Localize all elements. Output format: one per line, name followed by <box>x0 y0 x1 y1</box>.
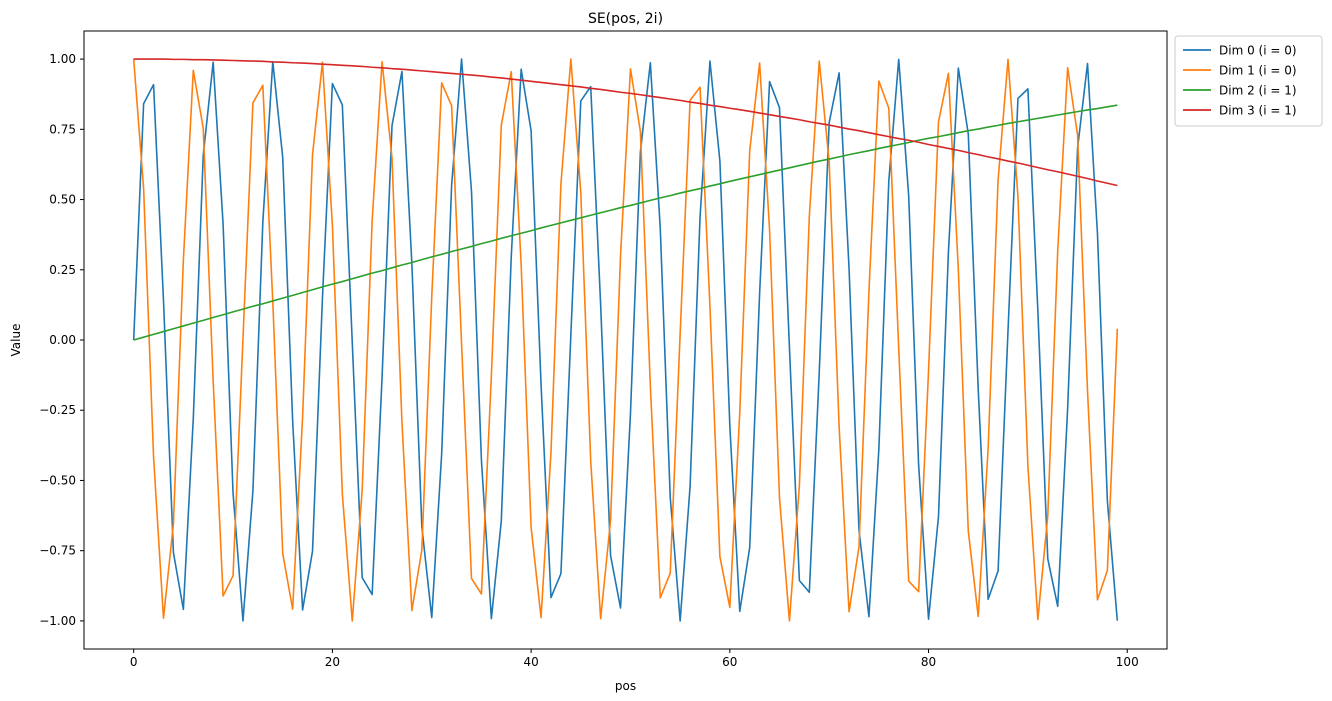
legend-label-2: Dim 2 (i = 1) <box>1219 84 1297 98</box>
y-tick-label: 0.50 <box>49 193 76 207</box>
y-tick-label: −1.00 <box>39 614 76 628</box>
x-tick-label: 40 <box>523 655 538 669</box>
series-line-2 <box>133 104 1118 341</box>
legend-frame <box>1174 35 1323 127</box>
series-line-3 <box>133 58 1118 187</box>
x-tick-label: 100 <box>1116 655 1139 669</box>
y-tick-label: 0.00 <box>49 333 76 347</box>
x-tick-label: 0 <box>130 655 138 669</box>
series-layer <box>132 58 1119 622</box>
chart-title: SE(pos, 2i) <box>588 11 663 27</box>
x-tick-label: 60 <box>722 655 737 669</box>
x-tick-label: 20 <box>325 655 340 669</box>
y-tick-label: 1.00 <box>49 52 76 66</box>
legend-label-0: Dim 0 (i = 0) <box>1219 44 1297 58</box>
y-tick-label: −0.25 <box>39 403 76 417</box>
y-tick-label: −0.75 <box>39 544 76 558</box>
legend-label-3: Dim 3 (i = 1) <box>1219 104 1297 118</box>
legend-label-1: Dim 1 (i = 0) <box>1219 64 1297 78</box>
y-tick-label: 0.75 <box>49 122 76 136</box>
legend: Dim 0 (i = 0) Dim 1 (i = 0) Dim 2 (i = 1) D… <box>1174 35 1323 127</box>
series-line-1 <box>132 58 1119 622</box>
x-axis-label: pos <box>615 679 636 693</box>
y-axis: −1.00 −0.75 −0.50 −0.25 0.00 0.25 0.50 0.75 1.00 <box>39 52 84 628</box>
y-axis-label: Value <box>9 324 23 357</box>
y-tick-label: 0.25 <box>49 263 76 277</box>
x-axis: 0 20 40 60 80 100 <box>130 649 1139 669</box>
y-tick-label: −0.50 <box>39 473 76 487</box>
x-tick-label: 80 <box>921 655 936 669</box>
